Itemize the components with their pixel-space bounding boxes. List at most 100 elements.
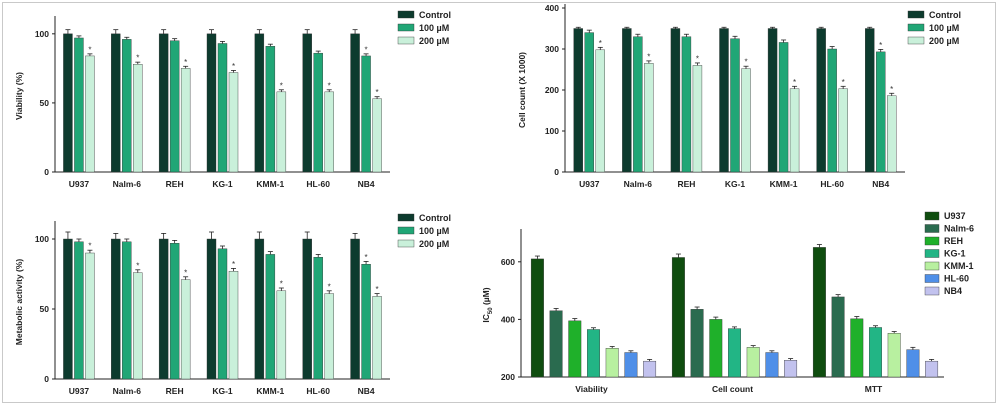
bar: [206, 33, 217, 173]
x-tick-label: REH: [166, 179, 184, 189]
bar: [158, 33, 169, 173]
significance-star: *: [280, 81, 283, 90]
legend-label: Control: [419, 10, 451, 20]
significance-star: *: [88, 45, 91, 54]
bar: [324, 293, 334, 380]
legend-swatch: [924, 224, 940, 233]
y-tick-label: 400: [501, 314, 515, 324]
bar: [372, 296, 382, 380]
significance-star: *: [136, 54, 139, 63]
legend-swatch: [397, 10, 415, 19]
x-tick-label: KG-1: [212, 179, 233, 189]
bar: [568, 320, 582, 378]
x-tick-label: KMM-1: [256, 386, 284, 396]
legend-swatch: [397, 239, 415, 248]
y-axis-label: Cell count (X 1000): [517, 52, 527, 128]
chart-viability: 0 50 100 Viability (%) * U937 * Nalm-6 * REH * KG-1…: [14, 10, 451, 189]
bar: [313, 52, 323, 173]
significance-star: *: [879, 41, 882, 50]
bar: [265, 254, 276, 380]
significance-star: *: [365, 45, 368, 54]
bar: [709, 319, 723, 378]
bar: [180, 68, 191, 173]
bar: [728, 328, 741, 378]
bar: [692, 65, 703, 173]
bar: [573, 28, 583, 173]
legend-swatch: [924, 249, 940, 258]
bar: [605, 347, 619, 378]
bar: [122, 39, 132, 173]
x-tick-label: NB4: [358, 179, 375, 189]
bar: [74, 241, 84, 380]
legend-swatch: [924, 286, 940, 296]
significance-star: *: [280, 280, 283, 289]
bar: [350, 238, 360, 380]
y-axis-label: Viability (%): [14, 72, 24, 120]
bar: [302, 238, 312, 380]
bar: [671, 257, 685, 378]
bar: [361, 55, 371, 173]
bar: [643, 360, 657, 378]
y-tick-label: 50: [40, 98, 50, 108]
bar: [276, 290, 287, 380]
figure-frame: [2, 2, 996, 403]
legend-label: 200 µM: [419, 239, 449, 249]
bar: [876, 51, 886, 173]
bar: [622, 28, 632, 173]
significance-star: *: [744, 58, 747, 67]
bar: [633, 36, 643, 173]
bar: [746, 347, 760, 378]
x-tick-label: MTT: [865, 384, 883, 394]
bar: [133, 64, 143, 173]
significance-star: *: [599, 39, 602, 48]
significance-star: *: [136, 261, 139, 270]
bar: [831, 296, 845, 378]
bar: [765, 352, 779, 378]
x-tick-label: KMM-1: [256, 179, 284, 189]
bar: [254, 238, 265, 380]
legend-label: Nalm-6: [944, 224, 974, 234]
bar: [838, 88, 848, 173]
bar: [850, 318, 864, 378]
bar: [217, 248, 228, 380]
x-tick-label: U937: [579, 179, 600, 189]
bar: [784, 360, 798, 378]
bar: [587, 329, 600, 378]
y-tick-label: 200: [545, 85, 559, 95]
legend-label: KG-1: [944, 249, 966, 259]
legend-swatch: [924, 236, 940, 246]
x-tick-label: KG-1: [212, 386, 233, 396]
bar: [276, 91, 287, 173]
legend-swatch: [907, 23, 925, 32]
legend-label: 200 µM: [419, 36, 449, 46]
bar: [265, 46, 276, 173]
y-tick-label: 600: [501, 257, 515, 267]
bar: [350, 33, 360, 173]
bar: [816, 28, 826, 173]
legend-swatch: [397, 36, 415, 45]
y-axis-label: Metabolic activity (%): [14, 259, 24, 346]
x-tick-label: Viability: [575, 384, 608, 394]
bar: [180, 279, 191, 380]
legend-label: 200 µM: [929, 36, 959, 46]
significance-star: *: [328, 81, 331, 90]
bar: [869, 327, 882, 378]
bar: [133, 272, 143, 380]
legend-swatch: [924, 261, 940, 271]
legend-swatch: [924, 211, 940, 221]
significance-star: *: [184, 58, 187, 67]
bar: [549, 310, 563, 378]
bar: [111, 33, 121, 173]
legend-label: Control: [419, 213, 451, 223]
bar: [584, 32, 594, 173]
x-tick-label: Nalm-6: [113, 179, 142, 189]
bar: [228, 270, 239, 380]
bar: [169, 40, 180, 173]
significance-star: *: [88, 242, 91, 251]
bar: [812, 247, 826, 378]
y-tick-label: 300: [545, 44, 559, 54]
bar: [74, 37, 84, 173]
significance-star: *: [232, 260, 235, 269]
legend-label: NB4: [944, 286, 962, 296]
bar: [63, 33, 73, 173]
